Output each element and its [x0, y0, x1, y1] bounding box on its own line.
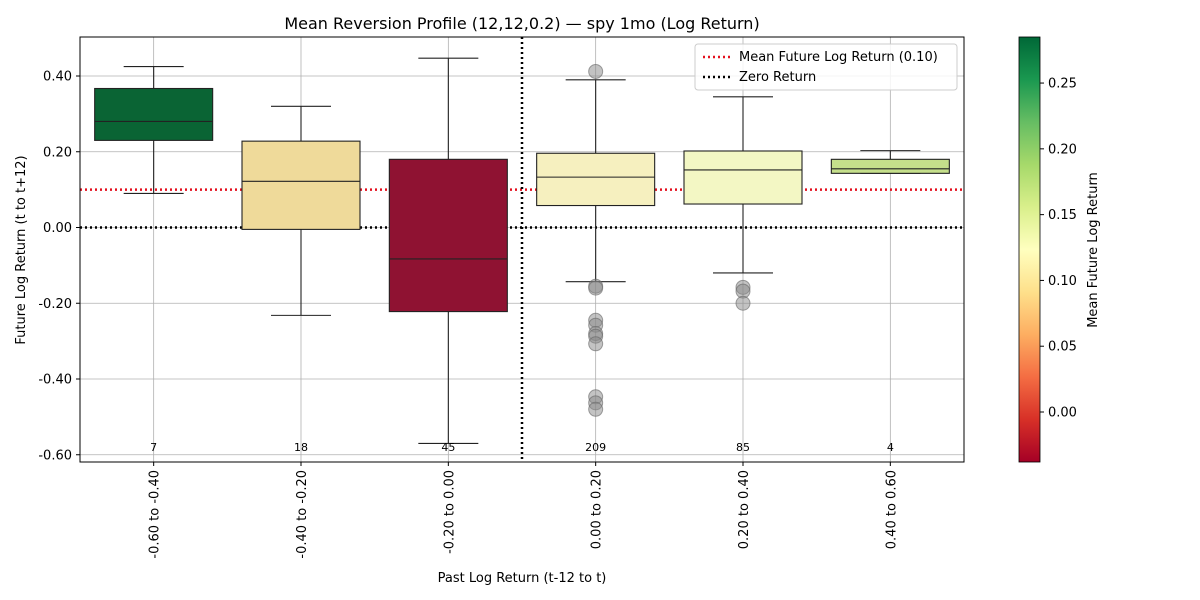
box-5 [830, 158, 950, 174]
box-3 [536, 152, 656, 207]
colorbar-tick-label-1: 0.05 [1048, 340, 1077, 355]
box-group-4 [683, 96, 803, 311]
box-0 [94, 87, 214, 141]
x-axis-label: Past Log Return (t-12 to t) [438, 571, 607, 586]
y-tick-label-0: -0.60 [38, 448, 72, 463]
outlier-4-2 [735, 295, 751, 311]
colorbar-tick-label-3: 0.15 [1048, 208, 1077, 223]
x-tick-label-0: -0.60 to -0.40 [148, 470, 163, 559]
y-tick-label-1: -0.40 [38, 373, 72, 388]
colorbar: 0.00 0.05 0.10 0.15 0.20 0.25 Mean Future Log… [1018, 36, 1101, 463]
x-tick-label-2: -0.20 to 0.00 [442, 470, 457, 554]
colorbar-ticks: 0.00 0.05 0.10 0.15 0.20 0.25 [1040, 77, 1077, 421]
colorbar-tick-label-5: 0.25 [1048, 77, 1077, 92]
plot-area-frame [79, 36, 965, 463]
outlier-3-2 [588, 280, 604, 296]
box-group-3 [536, 63, 656, 417]
x-tick-label-3: 0.00 to 0.20 [590, 470, 605, 549]
x-tick-label-5: 0.40 to 0.60 [884, 470, 899, 549]
x-tick-label-1: -0.40 to -0.20 [295, 470, 310, 559]
legend-label-mean: Mean Future Log Return (0.10) [739, 50, 938, 65]
box-plots [94, 57, 950, 444]
chart-title: Mean Reversion Profile (12,12,0.2) — spy… [284, 14, 759, 33]
y-axis: -0.60 -0.40 -0.20 0.00 0.20 0.40 [38, 70, 80, 463]
y-tick-label-4: 0.20 [43, 145, 72, 160]
colorbar-tick-label-0: 0.00 [1048, 406, 1077, 421]
legend-frame [694, 43, 958, 91]
x-axis: -0.60 to -0.40 -0.40 to -0.20 -0.20 to 0.0… [148, 462, 899, 559]
box-group-1 [241, 105, 361, 316]
x-tick-label-4: 0.20 to 0.40 [737, 470, 752, 549]
outlier-3-7 [588, 336, 604, 352]
y-tick-label-3: 0.00 [43, 221, 72, 236]
box-group-2 [388, 57, 508, 444]
legend: Mean Future Log Return (0.10) Zero Retur… [694, 43, 958, 91]
outlier-3-10 [588, 401, 604, 417]
count-label-4: 85 [736, 441, 750, 454]
box-4 [683, 150, 803, 205]
count-labels: 7 18 45 209 85 4 [150, 441, 894, 454]
box-group-5 [830, 150, 950, 174]
legend-label-zero: Zero Return [739, 70, 816, 85]
count-label-5: 4 [887, 441, 894, 454]
box-1 [241, 140, 361, 230]
box-group-0 [94, 65, 214, 194]
colorbar-tick-label-4: 0.20 [1048, 142, 1077, 157]
outlier-3-0 [588, 63, 604, 79]
y-axis-label: Future Log Return (t to t+12) [14, 155, 29, 344]
count-label-0: 7 [150, 441, 157, 454]
y-tick-label-5: 0.40 [43, 70, 72, 85]
box-2 [388, 158, 508, 313]
count-label-1: 18 [294, 441, 308, 454]
y-tick-label-2: -0.20 [38, 297, 72, 312]
colorbar-tick-label-2: 0.10 [1048, 274, 1077, 289]
count-label-2: 45 [441, 441, 455, 454]
colorbar-gradient [1018, 36, 1041, 463]
reference-lines [80, 37, 964, 462]
colorbar-label: Mean Future Log Return [1086, 172, 1101, 328]
count-label-3: 209 [585, 441, 606, 454]
